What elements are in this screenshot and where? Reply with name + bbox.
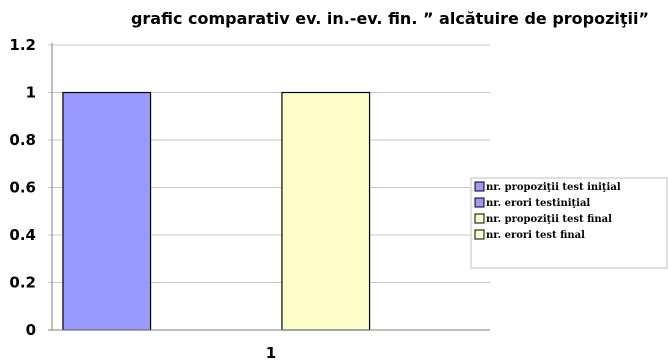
y-tick-label: 1 [26, 84, 36, 102]
legend: nr. propoziţii test iniţial nr. erori tes… [470, 177, 668, 269]
y-tick-label: 1.2 [9, 36, 36, 54]
x-axis-ticks: 1 [266, 344, 276, 362]
legend-swatch [474, 181, 485, 192]
legend-swatch [474, 197, 485, 208]
legend-swatch [474, 229, 485, 240]
axes [48, 43, 490, 331]
x-tick-label: 1 [266, 344, 276, 362]
bar-series-2-cat-0 [281, 91, 371, 331]
legend-box [470, 177, 668, 269]
legend-swatch [474, 213, 485, 224]
legend-items: nr. propoziţii test iniţial nr. erori tes… [474, 181, 621, 241]
y-tick-label: 0.4 [9, 226, 36, 244]
legend-label: nr. erori testiniţial [486, 198, 590, 209]
y-tick-label: 0 [26, 321, 36, 339]
legend-label: nr. propoziţii test final [486, 214, 612, 225]
legend-label: nr. propoziţii test iniţial [486, 182, 621, 193]
y-tick-label: 0.2 [9, 274, 36, 292]
y-tick-label: 0.6 [9, 179, 36, 197]
chart-title: grafic comparativ ev. in.-ev. fin. ” alc… [131, 9, 649, 28]
legend-label: nr. erori test final [486, 230, 585, 241]
bars [62, 91, 371, 331]
bar-series-0-cat-0 [62, 91, 152, 331]
y-axis-ticks: 0 0.2 0.4 0.6 0.8 1 1.2 [9, 36, 36, 339]
y-tick-label: 0.8 [9, 131, 36, 149]
